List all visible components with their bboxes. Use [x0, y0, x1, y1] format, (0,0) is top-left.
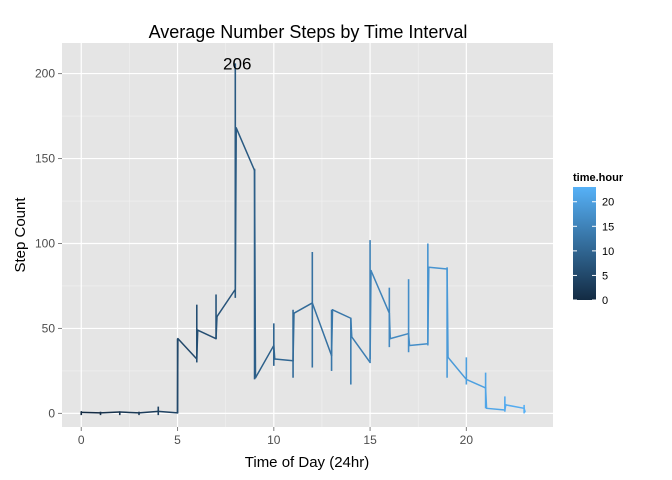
line-segment — [427, 266, 430, 345]
legend-tick-label: 5 — [602, 270, 608, 282]
line-segment — [350, 317, 353, 338]
line-segment — [446, 268, 449, 359]
minor-gridlines — [62, 43, 553, 427]
line-segment — [253, 169, 257, 379]
line-segment — [370, 269, 391, 314]
y-tick-label: 50 — [42, 321, 56, 335]
line-segment — [331, 309, 352, 320]
line-segment — [234, 127, 238, 291]
line-segment — [235, 127, 256, 172]
line-segment — [351, 336, 371, 364]
line-segment — [408, 342, 429, 347]
series-layer — [80, 63, 526, 416]
line-segment — [465, 378, 487, 389]
legend-colorbar — [573, 187, 596, 300]
line-segment — [505, 404, 525, 410]
line-segment — [177, 337, 198, 360]
legend-title: time.hour — [573, 172, 624, 184]
legend-tick-label: 20 — [602, 197, 614, 209]
x-tick-label: 5 — [174, 433, 181, 447]
legend-tick-label: 0 — [602, 295, 608, 307]
line-segment — [274, 358, 294, 362]
line-segment — [216, 288, 237, 318]
line-segment — [389, 332, 410, 340]
line-segment — [215, 315, 218, 340]
line-segment — [80, 411, 102, 414]
legend: time.hour 0 5 10 15 20 — [573, 172, 624, 307]
peak-annotation: 206 — [223, 54, 251, 73]
x-tick-label: 15 — [363, 433, 377, 447]
x-tick-label: 0 — [78, 433, 85, 447]
line-segment — [330, 309, 334, 357]
line-segment — [369, 269, 372, 364]
line-segment — [157, 410, 179, 414]
line-segment — [196, 329, 217, 340]
line-segment — [484, 387, 488, 410]
y-tick-label: 100 — [35, 236, 55, 250]
line-segment — [485, 407, 506, 411]
line-segment — [254, 344, 275, 379]
line-segment — [138, 410, 160, 414]
plot-panel — [62, 43, 553, 427]
line-segment — [523, 407, 526, 413]
chart-title: Average Number Steps by Time Interval — [149, 22, 468, 42]
legend-ticks: 0 5 10 15 20 — [573, 197, 614, 307]
line-segment — [311, 302, 333, 357]
x-tick-label: 10 — [267, 433, 281, 447]
line-segment — [407, 332, 411, 347]
legend-tick-label: 10 — [602, 246, 614, 258]
y-tick-label: 0 — [48, 406, 55, 420]
y-tick-label: 150 — [35, 152, 55, 166]
y-tick-label: 200 — [35, 67, 55, 81]
line-segment — [292, 312, 295, 362]
line-segment — [273, 344, 276, 360]
y-axis-title: Step Count — [12, 197, 29, 273]
line-segment — [428, 266, 448, 270]
line-segment — [196, 329, 199, 360]
x-axis-title: Time of Day (24hr) — [245, 454, 369, 471]
line-segment — [99, 411, 121, 414]
line-segment — [388, 312, 392, 340]
line-segment — [119, 411, 140, 414]
line-segment — [293, 302, 314, 314]
x-tick-label: 20 — [460, 433, 474, 447]
legend-tick-label: 15 — [602, 221, 614, 233]
line-segment — [504, 404, 507, 411]
line-segment — [447, 356, 468, 381]
